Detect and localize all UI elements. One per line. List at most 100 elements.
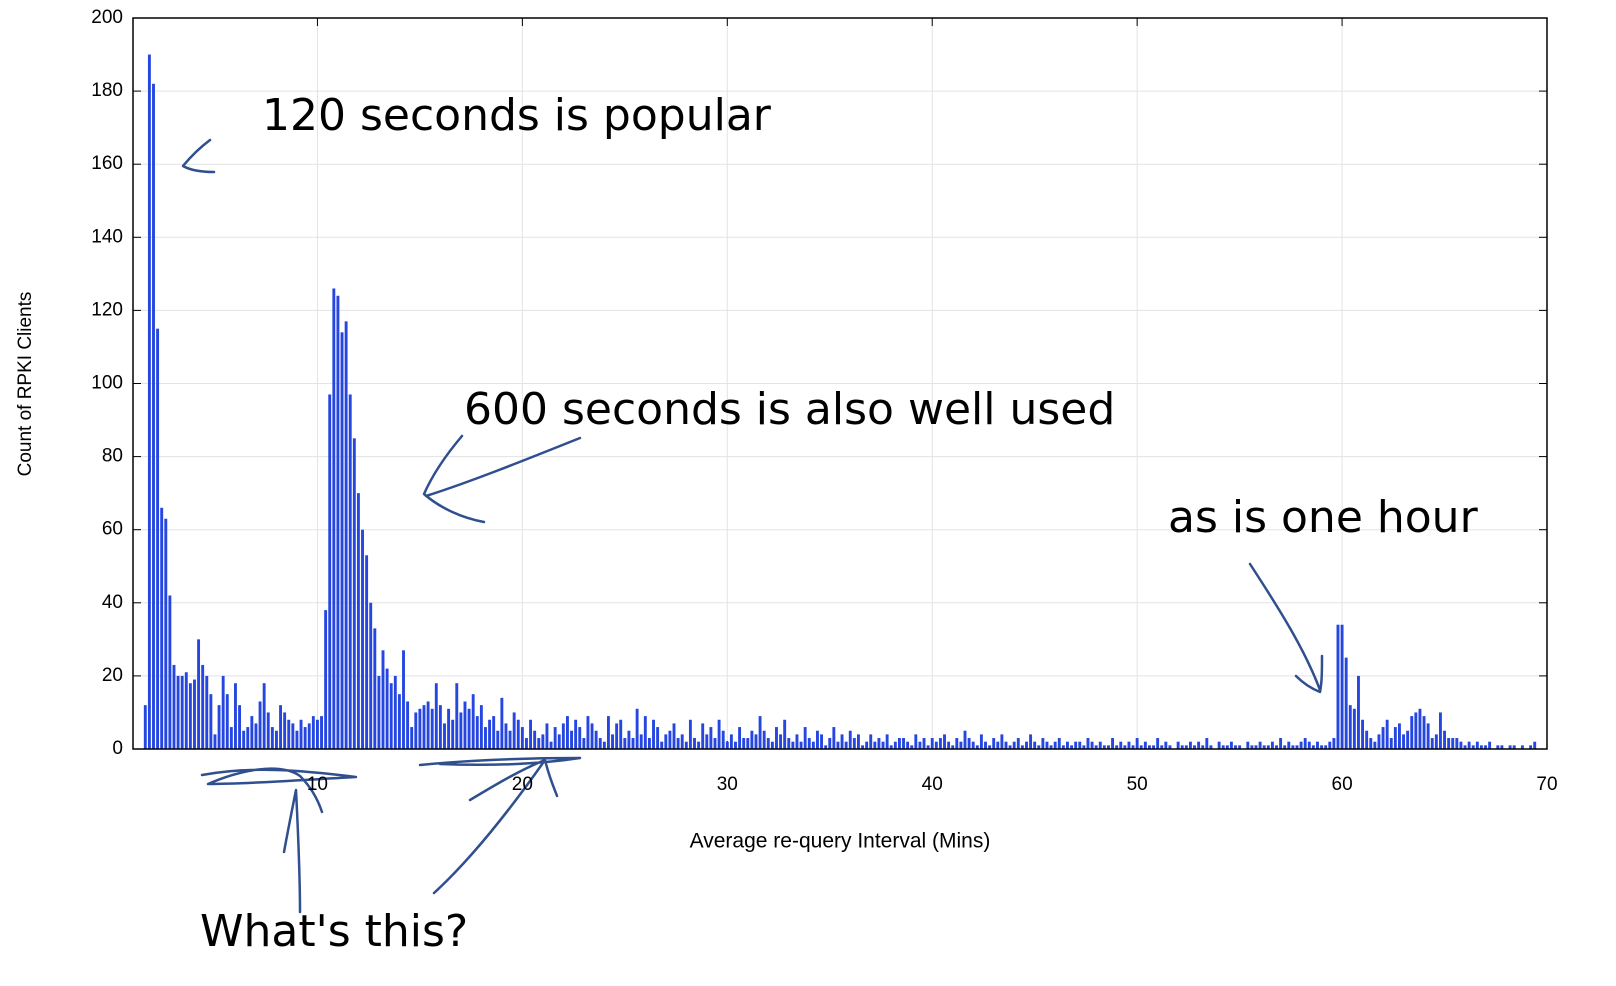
bar bbox=[643, 716, 647, 749]
bar bbox=[865, 741, 869, 749]
bar bbox=[1340, 624, 1344, 749]
bar bbox=[254, 723, 258, 749]
bar bbox=[828, 738, 832, 749]
bar bbox=[1529, 745, 1533, 749]
y-tick-label: 200 bbox=[91, 7, 123, 28]
bar bbox=[836, 741, 840, 749]
bar bbox=[582, 738, 586, 749]
bar bbox=[512, 712, 516, 749]
bar bbox=[1393, 727, 1397, 749]
bar bbox=[996, 741, 1000, 749]
bar bbox=[356, 493, 360, 749]
bar bbox=[1049, 745, 1053, 749]
bar bbox=[713, 738, 717, 749]
bar bbox=[1168, 745, 1172, 749]
bar bbox=[1225, 745, 1229, 749]
bar bbox=[463, 701, 467, 749]
bar bbox=[861, 745, 864, 749]
bar bbox=[1176, 741, 1180, 749]
bar bbox=[533, 730, 537, 749]
bar bbox=[1316, 741, 1319, 749]
annotation-arrows bbox=[181, 138, 1324, 914]
bar bbox=[1107, 745, 1110, 749]
bar bbox=[1262, 745, 1266, 749]
bar bbox=[1266, 745, 1270, 749]
y-tick-label: 120 bbox=[91, 299, 123, 320]
bar bbox=[438, 705, 442, 749]
bar bbox=[184, 672, 188, 749]
bar bbox=[447, 708, 451, 749]
arrow bbox=[1248, 562, 1324, 694]
bar bbox=[414, 712, 418, 749]
bar bbox=[598, 738, 602, 749]
bar bbox=[1402, 734, 1405, 749]
bar bbox=[856, 734, 860, 749]
bar bbox=[660, 741, 664, 749]
arrow bbox=[282, 788, 302, 914]
bar bbox=[332, 288, 336, 749]
bars bbox=[143, 54, 1537, 750]
bar bbox=[484, 727, 487, 749]
bar bbox=[160, 507, 164, 749]
bar bbox=[848, 730, 852, 749]
bar bbox=[1066, 741, 1069, 749]
bar bbox=[652, 719, 655, 749]
bar bbox=[799, 741, 803, 749]
bar bbox=[1283, 745, 1287, 749]
bar bbox=[324, 610, 328, 749]
arrow bbox=[422, 434, 582, 524]
bar bbox=[176, 675, 180, 749]
x-tick-label: 10 bbox=[307, 774, 328, 795]
bar bbox=[1086, 738, 1090, 749]
bar bbox=[1082, 745, 1086, 749]
bar bbox=[1061, 745, 1065, 749]
bar bbox=[320, 716, 323, 749]
bar bbox=[992, 738, 996, 749]
bar bbox=[734, 741, 737, 749]
bar bbox=[893, 741, 897, 749]
bar bbox=[1463, 745, 1467, 749]
bar bbox=[209, 694, 213, 749]
y-tick-label: 100 bbox=[91, 373, 123, 394]
bar bbox=[963, 730, 967, 749]
bar bbox=[988, 745, 992, 749]
bar bbox=[369, 602, 373, 749]
bar bbox=[619, 719, 623, 749]
bar bbox=[1193, 745, 1196, 749]
bar bbox=[434, 683, 438, 749]
bar bbox=[1012, 741, 1016, 749]
bar bbox=[746, 738, 750, 749]
bar bbox=[1090, 741, 1094, 749]
bar bbox=[201, 664, 205, 749]
bar bbox=[742, 738, 746, 749]
bar bbox=[1373, 741, 1377, 749]
bar bbox=[545, 723, 549, 749]
bar bbox=[770, 741, 774, 749]
bar bbox=[1111, 738, 1115, 749]
bar bbox=[361, 529, 364, 749]
bar bbox=[1348, 705, 1352, 749]
arrow bbox=[181, 138, 216, 174]
bar bbox=[570, 730, 573, 749]
bar bbox=[406, 701, 410, 749]
x-tick-label: 40 bbox=[922, 774, 943, 795]
bar bbox=[1258, 741, 1262, 749]
bar bbox=[750, 730, 754, 749]
bar bbox=[418, 708, 422, 749]
bar bbox=[934, 741, 938, 749]
bar bbox=[967, 738, 971, 749]
bar bbox=[1406, 730, 1410, 749]
bar bbox=[721, 730, 725, 749]
bar bbox=[1533, 741, 1537, 749]
bar bbox=[352, 438, 356, 749]
bar bbox=[951, 745, 955, 749]
bar bbox=[656, 727, 660, 749]
bar bbox=[926, 745, 930, 749]
bar bbox=[1020, 745, 1024, 749]
bar bbox=[348, 394, 352, 749]
bar bbox=[258, 701, 262, 749]
bar bbox=[270, 727, 274, 749]
y-tick-label: 20 bbox=[102, 665, 123, 686]
bar bbox=[647, 738, 651, 749]
bar bbox=[1508, 745, 1512, 749]
